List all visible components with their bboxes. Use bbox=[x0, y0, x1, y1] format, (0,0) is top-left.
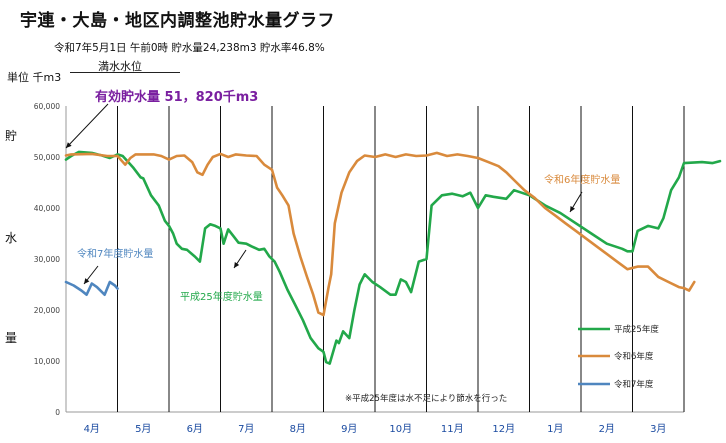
r7-arrow-head bbox=[84, 278, 90, 284]
y-tick-label: 30,000 bbox=[34, 255, 60, 264]
legend-label-h25: 平成25年度 bbox=[614, 324, 659, 335]
series-line-r6 bbox=[64, 151, 696, 317]
full-level-arrow-shaft bbox=[65, 103, 109, 149]
y-axis-char: 貯 bbox=[5, 129, 18, 143]
month-label: 5月 bbox=[135, 423, 151, 435]
legend-label-r7: 令和7年度 bbox=[614, 379, 654, 390]
month-label: 9月 bbox=[341, 423, 357, 435]
y-axis-char: 量 bbox=[5, 331, 18, 345]
month-label: 10月 bbox=[389, 423, 412, 435]
full-level-arrow-head bbox=[66, 142, 72, 148]
series-line-r7 bbox=[64, 280, 119, 296]
month-label: 1月 bbox=[547, 423, 563, 435]
month-label: 2月 bbox=[599, 423, 615, 435]
month-label: 4月 bbox=[84, 423, 100, 435]
chart-title: 宇連・大島・地区内調整池貯水量グラフ bbox=[20, 11, 335, 31]
y-tick-label: 0 bbox=[55, 408, 60, 417]
month-label: 6月 bbox=[187, 423, 203, 435]
month-label: 11月 bbox=[441, 423, 464, 435]
r6-arrow-head bbox=[570, 206, 576, 212]
y-tick-label: 10,000 bbox=[34, 357, 60, 366]
effective-capacity-label: 有効貯水量 51，820千m3 bbox=[95, 90, 259, 105]
annotation-h25: 平成25年度貯水量 bbox=[180, 290, 263, 303]
h25-arrow-head bbox=[234, 262, 240, 268]
chart-note: ※平成25年度は水不足により節水を行った bbox=[345, 393, 507, 404]
y-tick-label: 40,000 bbox=[34, 204, 60, 213]
annotation-r7: 令和7年度貯水量 bbox=[77, 247, 153, 260]
y-tick-label: 20,000 bbox=[34, 306, 60, 315]
annotation-r6: 令和6年度貯水量 bbox=[544, 173, 620, 186]
month-label: 3月 bbox=[650, 423, 666, 435]
y-tick-label: 60,000 bbox=[34, 102, 60, 111]
series-line-h25 bbox=[64, 150, 722, 365]
y-tick-label: 50,000 bbox=[34, 153, 60, 162]
legend-label-r6: 令和6年度 bbox=[614, 351, 654, 362]
y-axis-char: 水 bbox=[5, 231, 18, 245]
status-text: 令和7年5月1日 午前0時 貯水量24,238m3 貯水率46.8% bbox=[54, 42, 325, 54]
month-label: 7月 bbox=[238, 423, 254, 435]
full-level-underline bbox=[70, 72, 180, 73]
month-label: 8月 bbox=[290, 423, 306, 435]
month-label: 12月 bbox=[492, 423, 515, 435]
unit-label: 単位 千m3 bbox=[7, 71, 62, 84]
full-level-label: 満水水位 bbox=[98, 60, 142, 73]
